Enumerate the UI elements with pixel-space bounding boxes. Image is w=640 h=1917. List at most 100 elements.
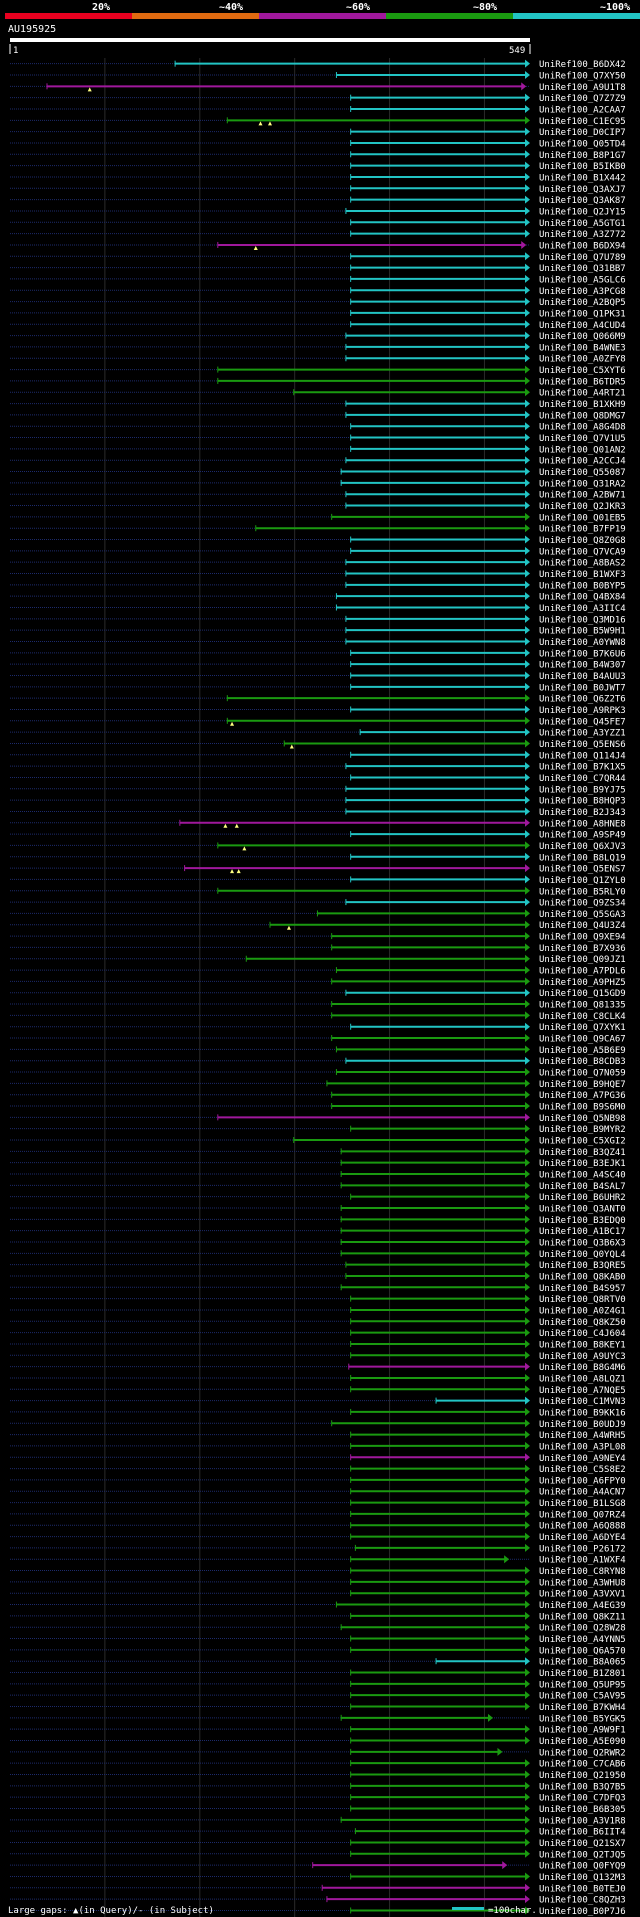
hit-label[interactable]: UniRef100_B1X442 xyxy=(539,173,626,183)
hit-row[interactable]: UniRef100_C7QR44 xyxy=(10,773,626,784)
hit-row[interactable]: UniRef100_B8KEY1 xyxy=(10,1339,626,1351)
hit-row[interactable]: UniRef100_Q4U3Z4 xyxy=(10,920,626,932)
hit-row[interactable]: UniRef100_B1Z801 xyxy=(10,1668,626,1680)
hit-row[interactable]: UniRef100_Q0YQL4 xyxy=(10,1249,626,1260)
hit-row[interactable]: UniRef100_Q21950 xyxy=(10,1770,626,1781)
hit-label[interactable]: UniRef100_Q1PK31 xyxy=(539,309,626,319)
hit-label[interactable]: UniRef100_A3VXV1 xyxy=(539,1590,626,1600)
hit-row[interactable]: UniRef100_A8BAS2 xyxy=(10,558,626,569)
hit-label[interactable]: UniRef100_D0CIP7 xyxy=(539,128,626,138)
hit-label[interactable]: UniRef100_A9RPK3 xyxy=(539,706,626,716)
hit-label[interactable]: UniRef100_A9U1T8 xyxy=(539,83,626,93)
hit-label[interactable]: UniRef100_Q7N059 xyxy=(539,1069,626,1079)
hit-label[interactable]: UniRef100_A2BQP5 xyxy=(539,298,626,308)
hit-row[interactable]: UniRef100_Q5ENS6 xyxy=(10,739,626,750)
hit-label[interactable]: UniRef100_C5S8E2 xyxy=(539,1465,626,1475)
hit-row[interactable]: UniRef100_B3QZ41 xyxy=(10,1147,626,1158)
hit-label[interactable]: UniRef100_B3EJK1 xyxy=(539,1159,626,1169)
hit-label[interactable]: UniRef100_C7CAB6 xyxy=(539,1760,626,1770)
hit-row[interactable]: UniRef100_A3VXV1 xyxy=(10,1589,626,1600)
hit-row[interactable]: UniRef100_Q114J4 xyxy=(10,750,626,762)
hit-row[interactable]: UniRef100_A9RPK3 xyxy=(10,705,626,716)
hit-row[interactable]: UniRef100_C8QZH3 xyxy=(10,1895,626,1906)
hit-row[interactable]: UniRef100_A5GTG1 xyxy=(10,218,626,229)
hit-label[interactable]: UniRef100_C5XGI2 xyxy=(539,1137,626,1147)
hit-row[interactable]: UniRef100_Q31BB7 xyxy=(10,263,626,275)
hit-row[interactable]: UniRef100_B9YJ75 xyxy=(10,784,626,796)
hit-row[interactable]: UniRef100_B8CDB3 xyxy=(10,1056,626,1068)
hit-label[interactable]: UniRef100_Q3MD16 xyxy=(539,615,626,625)
hit-label[interactable]: UniRef100_B8A065 xyxy=(539,1658,626,1668)
hit-label[interactable]: UniRef100_C5XYT6 xyxy=(539,366,626,376)
hit-row[interactable]: UniRef100_Q3AXJ7 xyxy=(10,184,626,195)
hit-row[interactable]: UniRef100_B6DX94 xyxy=(10,240,626,252)
hit-row[interactable]: UniRef100_Q5SGA3 xyxy=(10,909,626,920)
hit-row[interactable]: UniRef100_A8HNE8 xyxy=(10,818,626,830)
hit-label[interactable]: UniRef100_Q7V1U5 xyxy=(539,434,626,444)
hit-label[interactable]: UniRef100_Q07RZ4 xyxy=(539,1510,626,1520)
hit-row[interactable]: UniRef100_Q132M3 xyxy=(10,1872,626,1883)
hit-label[interactable]: UniRef100_A3Z772 xyxy=(539,230,626,240)
hit-label[interactable]: UniRef100_Q2JKR3 xyxy=(539,502,626,512)
hit-label[interactable]: UniRef100_A4SC40 xyxy=(539,1171,626,1181)
hit-row[interactable]: UniRef100_B0BYP5 xyxy=(10,580,626,592)
hit-label[interactable]: UniRef100_Q09JZ1 xyxy=(539,955,626,965)
hit-row[interactable]: UniRef100_Q2JY15 xyxy=(10,206,626,218)
hit-label[interactable]: UniRef100_B0BYP5 xyxy=(539,581,626,591)
hit-label[interactable]: UniRef100_C8RYN8 xyxy=(539,1567,626,1577)
hit-row[interactable]: UniRef100_Q7Z7Z9 xyxy=(10,93,626,105)
hit-label[interactable]: UniRef100_A6Q888 xyxy=(539,1522,626,1532)
hit-row[interactable]: UniRef100_Q07RZ4 xyxy=(10,1509,626,1521)
hit-row[interactable]: UniRef100_C5XGI2 xyxy=(10,1136,626,1147)
hit-row[interactable]: UniRef100_Q21SX7 xyxy=(10,1838,626,1849)
hit-label[interactable]: UniRef100_B6IIT4 xyxy=(539,1828,626,1838)
hit-row[interactable]: UniRef100_B8P1G7 xyxy=(10,150,626,161)
hit-row[interactable]: UniRef100_B5W9H1 xyxy=(10,626,626,637)
hit-row[interactable]: UniRef100_B3EDQ0 xyxy=(10,1215,626,1226)
hit-row[interactable]: UniRef100_B7K1X5 xyxy=(10,762,626,773)
hit-label[interactable]: UniRef100_B7K6U6 xyxy=(539,649,626,659)
hit-row[interactable]: UniRef100_Q2JKR3 xyxy=(10,501,626,513)
hit-label[interactable]: UniRef100_A4CUD4 xyxy=(539,321,626,331)
hit-row[interactable]: UniRef100_B5RLY0 xyxy=(10,886,626,898)
hit-label[interactable]: UniRef100_A4ACN7 xyxy=(539,1488,626,1498)
hit-label[interactable]: UniRef100_A4RT21 xyxy=(539,389,626,399)
hit-row[interactable]: UniRef100_B9HQE7 xyxy=(10,1079,626,1090)
hit-label[interactable]: UniRef100_B5W9H1 xyxy=(539,627,626,637)
hit-row[interactable]: UniRef100_D0CIP7 xyxy=(10,127,626,139)
hit-label[interactable]: UniRef100_A0Z4G1 xyxy=(539,1306,626,1316)
hit-label[interactable]: UniRef100_B3Q7B5 xyxy=(539,1782,626,1792)
hit-label[interactable]: UniRef100_C8QZH3 xyxy=(539,1896,626,1906)
hit-label[interactable]: UniRef100_Q2RWR2 xyxy=(539,1748,626,1758)
hit-row[interactable]: UniRef100_A7PDL6 xyxy=(10,966,626,977)
hit-row[interactable]: UniRef100_B1LSG8 xyxy=(10,1498,626,1510)
hit-row[interactable]: UniRef100_A7NQE5 xyxy=(10,1385,626,1396)
hit-label[interactable]: UniRef100_Q1ZYL0 xyxy=(539,876,626,886)
hit-label[interactable]: UniRef100_B6DX42 xyxy=(539,60,626,70)
hit-label[interactable]: UniRef100_B1Z801 xyxy=(539,1669,626,1679)
hit-label[interactable]: UniRef100_B8LQ19 xyxy=(539,853,626,863)
hit-label[interactable]: UniRef100_Q8DMG7 xyxy=(539,411,626,421)
hit-label[interactable]: UniRef100_Q9ZS34 xyxy=(539,899,626,909)
hit-row[interactable]: UniRef100_Q8KAB0 xyxy=(10,1271,626,1283)
hit-row[interactable]: UniRef100_B4W307 xyxy=(10,660,626,671)
hit-row[interactable]: UniRef100_B4SAL7 xyxy=(10,1181,626,1192)
hit-row[interactable]: UniRef100_A4EG39 xyxy=(10,1600,626,1612)
hit-label[interactable]: UniRef100_B6TDR5 xyxy=(539,377,626,387)
hit-label[interactable]: UniRef100_Q6A570 xyxy=(539,1646,626,1656)
hit-row[interactable]: UniRef100_A1BC17 xyxy=(10,1226,626,1238)
hit-row[interactable]: UniRef100_Q0FYQ9 xyxy=(10,1861,626,1872)
hit-label[interactable]: UniRef100_A2CAA7 xyxy=(539,105,626,115)
hit-row[interactable]: UniRef100_B8G4M6 xyxy=(10,1362,626,1374)
hit-label[interactable]: UniRef100_A7PDL6 xyxy=(539,967,626,977)
hit-label[interactable]: UniRef100_A2CCJ4 xyxy=(539,457,626,467)
hit-row[interactable]: UniRef100_C8CLK4 xyxy=(10,1011,626,1022)
hit-label[interactable]: UniRef100_Q2JY15 xyxy=(539,207,626,217)
hit-row[interactable]: UniRef100_B9S6M0 xyxy=(10,1102,626,1113)
hit-label[interactable]: UniRef100_Q7Z7Z9 xyxy=(539,94,626,104)
hit-label[interactable]: UniRef100_A9W9F1 xyxy=(539,1726,626,1736)
hit-row[interactable]: UniRef100_B1XKH9 xyxy=(10,399,626,411)
hit-row[interactable]: UniRef100_Q3ANT0 xyxy=(10,1203,626,1215)
hit-label[interactable]: UniRef100_Q8KAB0 xyxy=(539,1272,626,1282)
hit-row[interactable]: UniRef100_A4RT21 xyxy=(10,388,626,399)
